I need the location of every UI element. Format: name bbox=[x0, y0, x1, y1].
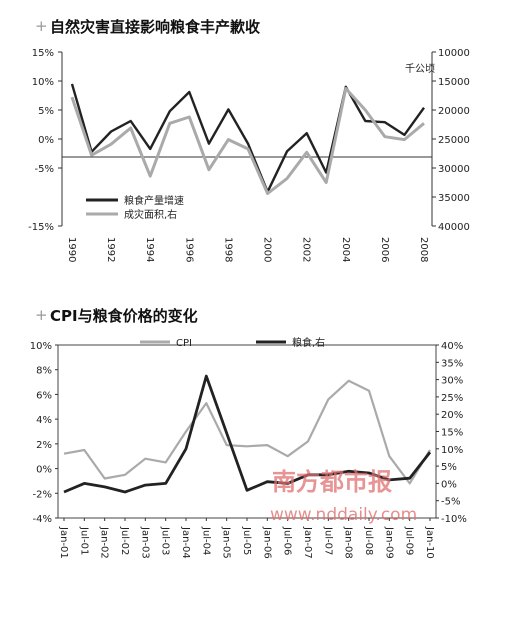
chart2-y2-tick-label: 35% bbox=[441, 358, 463, 369]
chart2-x-tick-label: Jan-05 bbox=[221, 526, 232, 559]
chart2-x-tick-label: Jul-02 bbox=[119, 526, 130, 555]
chart1-plus-icon: + bbox=[35, 17, 48, 35]
chart2-x-tick-label: Jan-01 bbox=[58, 526, 69, 559]
chart1-x-tick-label: 2006 bbox=[379, 237, 390, 262]
chart1-x-tick-label: 2000 bbox=[262, 237, 273, 262]
chart1-x-tick-label: 1994 bbox=[144, 237, 155, 262]
chart1-series-line-0 bbox=[70, 83, 425, 194]
chart1-y2-unit: 千公顷 bbox=[405, 63, 435, 75]
chart1-y-tick-label: -5% bbox=[35, 164, 54, 175]
chart2-y2-tick-label: -10% bbox=[441, 514, 467, 525]
chart1-y2-tick-label: 35000 bbox=[438, 193, 470, 204]
chart2-y-tick-label: 8% bbox=[36, 366, 52, 377]
chart2: 10% 8% 6% 4% 2% 0% -2% -4% 40% 35% 30% 25% 20% 15% 10%… bbox=[30, 336, 467, 559]
chart1-y2-tick-label: 25000 bbox=[438, 135, 470, 146]
chart2-x-tick-label: Jul-06 bbox=[282, 526, 293, 555]
chart2-y-tick-label: 6% bbox=[36, 390, 52, 401]
chart1-x-tick-label: 2002 bbox=[301, 237, 312, 262]
chart2-x-tick-label: Jul-05 bbox=[241, 526, 252, 555]
chart2-y2-tick-label: 25% bbox=[441, 393, 463, 404]
chart1-y-tick-label: 0% bbox=[38, 135, 54, 146]
chart2-title: CPI与粮食价格的变化 bbox=[50, 307, 198, 325]
watermark-brand: 南方都市报 bbox=[272, 468, 392, 496]
chart2-series-line-0 bbox=[63, 379, 431, 485]
chart2-y2-tick-label: 30% bbox=[441, 376, 463, 387]
chart2-x-tick-label: Jan-07 bbox=[302, 526, 313, 559]
chart2-title-group: + CPI与粮食价格的变化 bbox=[35, 306, 198, 325]
chart2-x-tick-label: Jul-03 bbox=[160, 526, 171, 555]
chart1-x-tick-label: 1996 bbox=[183, 237, 194, 262]
chart2-x-tick-label: Jul-01 bbox=[78, 526, 89, 555]
chart2-x-tick-label: Jul-09 bbox=[404, 526, 415, 555]
watermark-url: www.nddaily.com bbox=[270, 505, 417, 525]
chart2-series-line-1 bbox=[63, 374, 432, 494]
chart1-x-tick-label: 1990 bbox=[66, 237, 77, 262]
chart2-y-tick-label: 10% bbox=[30, 341, 52, 352]
chart1-y2-tick-label: 40000 bbox=[438, 222, 470, 233]
chart1-legend-label: 粮食产量增速 bbox=[124, 194, 184, 207]
chart1-y-tick-label: 10% bbox=[32, 77, 54, 88]
watermark: 南方都市报 www.nddaily.com bbox=[270, 468, 417, 525]
chart2-y2-tick-label: 10% bbox=[441, 445, 463, 456]
chart2-y2-tick-label: 20% bbox=[441, 410, 463, 421]
chart1-series-line-1 bbox=[70, 87, 425, 195]
chart1: 15% 10% 5% 0% -5% -15% 10000 15000 20000 25000 300… bbox=[28, 48, 470, 262]
chart1-y2-tick-label: 15000 bbox=[438, 77, 470, 88]
chart2-y-tick-label: -2% bbox=[33, 489, 52, 500]
chart2-y2-tick-label: -5% bbox=[441, 497, 460, 508]
chart1-x-tick-label: 1998 bbox=[222, 237, 233, 262]
chart2-x-tick-label: Jan-04 bbox=[180, 526, 191, 559]
chart2-y2-tick-label: 15% bbox=[441, 428, 463, 439]
chart2-y-tick-label: 4% bbox=[36, 415, 52, 426]
chart2-x-tick-label: Jan-06 bbox=[261, 526, 272, 559]
chart1-legend-label: 成灾面积,右 bbox=[124, 208, 177, 221]
chart2-y-tick-label: 0% bbox=[36, 465, 52, 476]
chart2-x-tick-label: Jul-07 bbox=[322, 526, 333, 555]
chart1-title-group: + 自然灾害直接影响粮食丰产歉收 千公顷 bbox=[35, 17, 435, 75]
chart2-y2-tick-label: 40% bbox=[441, 341, 463, 352]
chart2-y-tick-label: -4% bbox=[33, 514, 52, 525]
chart1-y2-tick-label: 30000 bbox=[438, 164, 470, 175]
chart2-legend-label: CPI bbox=[176, 338, 192, 349]
chart2-plus-icon: + bbox=[35, 306, 48, 324]
chart2-legend-label: 粮食,右 bbox=[292, 336, 325, 349]
chart2-y-tick-label: 2% bbox=[36, 440, 52, 451]
chart2-x-tick-label: Jan-08 bbox=[343, 526, 354, 559]
chart1-x-tick-label: 2004 bbox=[340, 237, 351, 262]
chart1-title: 自然灾害直接影响粮食丰产歉收 bbox=[50, 18, 260, 36]
chart2-x-tick-label: Jul-04 bbox=[200, 526, 211, 555]
chart1-y2-tick-label: 10000 bbox=[438, 48, 470, 59]
chart2-x-tick-label: Jan-02 bbox=[99, 526, 110, 559]
chart2-y2-tick-label: 0% bbox=[441, 479, 457, 490]
chart1-y2-tick-label: 20000 bbox=[438, 106, 470, 117]
chart2-x-tick-label: Jan-09 bbox=[383, 526, 394, 559]
chart1-y-tick-label: 5% bbox=[38, 106, 54, 117]
chart2-y2-tick-label: 5% bbox=[441, 462, 457, 473]
chart2-x-tick-label: Jan-03 bbox=[139, 526, 150, 559]
chart1-x-tick-label: 2008 bbox=[418, 237, 429, 262]
chart2-x-tick-label: Jul-08 bbox=[363, 526, 374, 555]
chart1-y-tick-label: 15% bbox=[32, 48, 54, 59]
chart2-x-tick-label: Jan-10 bbox=[424, 526, 435, 559]
chart1-y-tick-label: -15% bbox=[28, 222, 54, 233]
chart1-x-tick-label: 1992 bbox=[105, 237, 116, 262]
